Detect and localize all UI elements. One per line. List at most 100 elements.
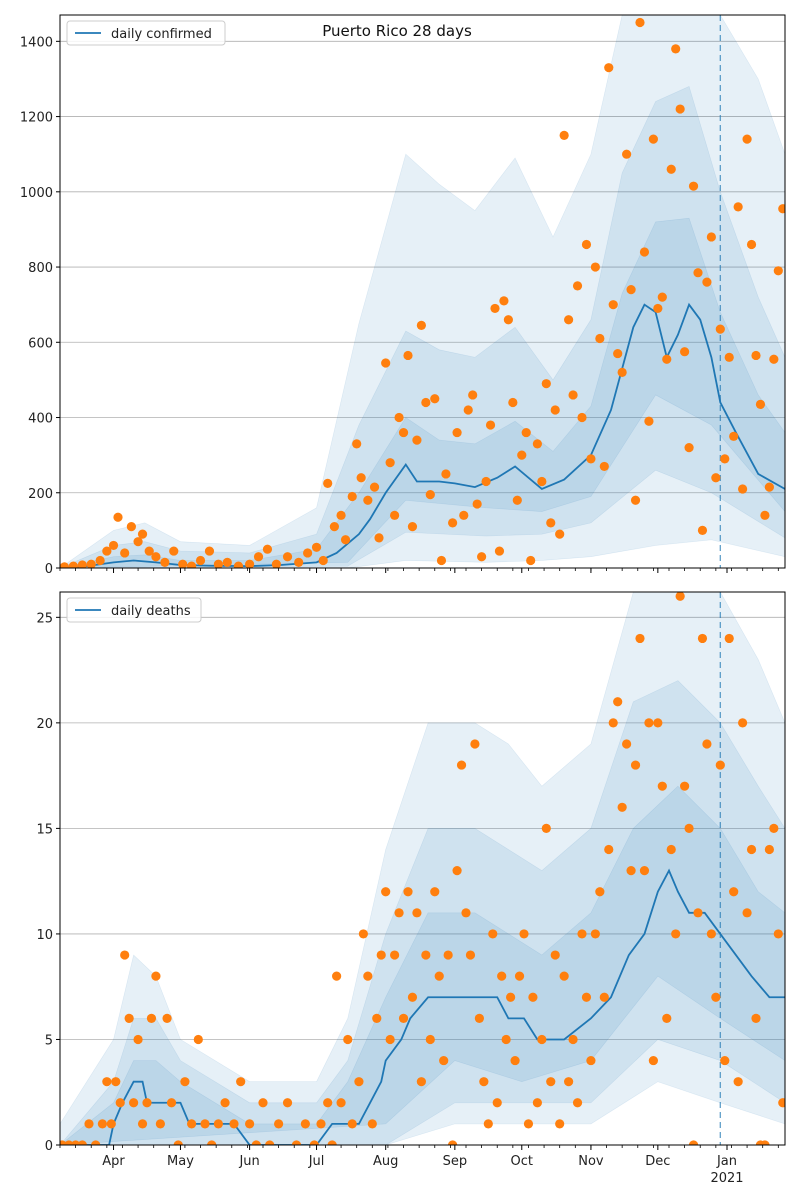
confirmed-data-point	[485, 420, 496, 430]
confirmed-data-point	[363, 495, 373, 505]
confirmed-data-point	[764, 482, 774, 492]
deaths-data-point	[84, 1119, 94, 1129]
confirmed-data-point	[635, 17, 645, 28]
deaths-data-point	[439, 1055, 449, 1066]
deaths-data-point	[729, 887, 739, 897]
confirmed-data-point	[356, 473, 366, 483]
confirmed-data-point	[613, 348, 623, 359]
deaths-data-point	[595, 887, 605, 897]
deaths-data-point	[559, 971, 569, 981]
deaths-data-point	[142, 1098, 152, 1108]
confirmed-data-point	[653, 303, 663, 314]
confirmed-data-point	[102, 546, 112, 556]
confirmed-data-point	[407, 522, 418, 532]
confirmed-data-point	[374, 533, 384, 543]
deaths-data-point	[514, 971, 525, 981]
deaths-data-point	[327, 1140, 337, 1145]
deaths-data-point	[332, 971, 342, 981]
confirmed-data-point	[60, 562, 70, 568]
deaths-data-point	[137, 1119, 148, 1129]
deaths-confidence-band	[60, 785, 785, 1145]
deaths-data-point	[456, 760, 467, 770]
confirmed-data-point	[559, 130, 569, 140]
deaths-data-point	[251, 1140, 261, 1145]
deaths-data-point	[773, 929, 783, 939]
confirmed-data-point	[459, 510, 469, 520]
deaths-data-point	[106, 1119, 116, 1129]
confirmed-data-point	[441, 469, 451, 479]
deaths-data-point	[300, 1119, 310, 1129]
deaths-panel: 0 5 10 15 20 25 Apr May Jun Jul Aug Sep Oct Nov Dec Jan…	[36, 591, 786, 1186]
confirmed-data-point	[271, 559, 281, 568]
confirmed-data-point	[494, 546, 505, 556]
deaths-data-point	[697, 633, 708, 644]
deaths-data-point	[720, 1055, 730, 1066]
deaths-data-point	[430, 887, 440, 897]
confirmed-data-point	[412, 435, 422, 445]
confirmed-data-point	[352, 439, 362, 449]
confirmed-data-point	[369, 482, 380, 492]
confirmed-data-point	[755, 399, 766, 409]
confirmed-data-point	[68, 561, 78, 568]
confirmed-data-point	[430, 394, 440, 404]
confirmed-data-point	[381, 358, 391, 368]
deaths-data-point	[358, 929, 368, 939]
deaths-data-point	[568, 1034, 578, 1045]
confirmed-data-point	[294, 557, 304, 567]
deaths-data-point	[746, 844, 757, 855]
confirmed-legend-box	[66, 20, 226, 46]
deaths-data-point	[546, 1077, 556, 1087]
deaths-data-point	[91, 1140, 101, 1145]
deaths-data-point	[550, 950, 560, 960]
deaths-data-point	[666, 844, 676, 855]
deaths-data-point	[102, 1077, 112, 1087]
deaths-x-tick-label: Oct	[511, 1154, 533, 1169]
confirmed-data-point	[108, 540, 119, 551]
deaths-data-point	[416, 1077, 426, 1087]
deaths-data-point	[390, 950, 400, 960]
deaths-data-point	[680, 781, 690, 791]
deaths-data-point	[111, 1077, 121, 1087]
confirmed-confidence-band	[60, 86, 785, 568]
confirmed-data-point	[572, 281, 583, 291]
deaths-y-tick-label: 10	[36, 928, 53, 943]
deaths-x-tick-label: Nov	[578, 1154, 604, 1169]
deaths-data-point	[162, 1013, 172, 1023]
deaths-confidence-band	[60, 680, 785, 1145]
deaths-data-point	[316, 1119, 326, 1129]
confirmed-data-point	[639, 247, 650, 257]
deaths-data-point	[532, 1098, 542, 1108]
confirmed-data-point	[448, 518, 458, 528]
confirmed-data-point	[178, 559, 188, 568]
deaths-y-tick-label: 5	[45, 1033, 53, 1048]
confirmed-data-point	[233, 561, 244, 568]
deaths-data-point	[555, 1119, 565, 1129]
deaths-data-point	[613, 697, 623, 707]
deaths-data-point	[343, 1034, 353, 1045]
confirmed-data-point	[187, 561, 197, 568]
confirmed-data-point	[253, 552, 264, 562]
deaths-data-point	[630, 760, 641, 770]
deaths-data-point	[236, 1077, 246, 1087]
confirmed-data-point	[617, 367, 627, 377]
deaths-data-point	[187, 1119, 197, 1129]
deaths-data-point	[537, 1034, 547, 1045]
confirmed-data-point	[746, 239, 757, 250]
deaths-data-point	[528, 992, 538, 1002]
deaths-data-point	[245, 1119, 255, 1129]
confirmed-data-point	[599, 461, 609, 472]
confirmed-data-point	[581, 239, 592, 250]
confirmed-data-point	[213, 559, 223, 568]
deaths-data-point	[347, 1119, 357, 1129]
confirmed-data-point	[733, 202, 743, 212]
deaths-data-point	[323, 1098, 333, 1108]
deaths-legend-label: daily deaths	[111, 604, 191, 619]
deaths-data-point	[581, 992, 592, 1002]
deaths-data-point	[479, 1077, 489, 1087]
confirmed-data-point	[630, 495, 641, 505]
confirmed-data-point	[604, 63, 614, 73]
confirmed-data-point	[671, 44, 681, 54]
confirmed-data-point	[262, 544, 273, 554]
deaths-x-tick-label: Aug	[373, 1154, 398, 1169]
confirmed-y-tick-label: 1200	[20, 111, 53, 126]
